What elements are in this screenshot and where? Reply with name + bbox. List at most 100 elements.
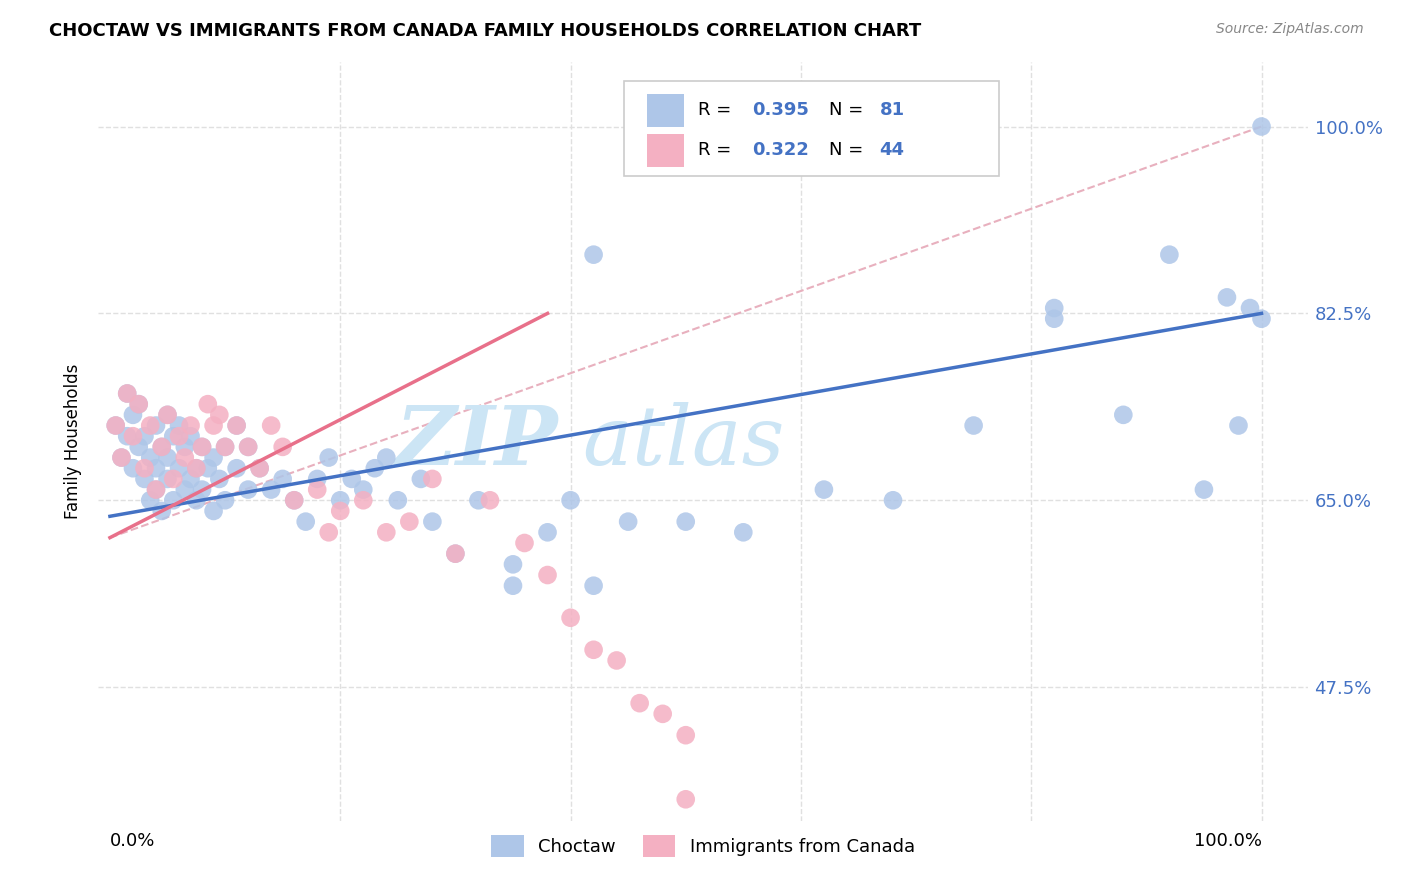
- Point: [236, 483, 259, 497]
- Point: [122, 408, 145, 422]
- Text: 81: 81: [880, 102, 904, 120]
- Point: [191, 483, 214, 497]
- Point: [283, 493, 305, 508]
- Point: [145, 461, 167, 475]
- Point: [191, 440, 214, 454]
- Point: [128, 440, 150, 454]
- Point: [387, 493, 409, 508]
- Point: [214, 440, 236, 454]
- Point: [104, 418, 127, 433]
- Point: [536, 525, 558, 540]
- Text: 100.0%: 100.0%: [1194, 831, 1261, 850]
- Point: [249, 461, 271, 475]
- Point: [733, 525, 755, 540]
- Point: [364, 461, 387, 475]
- Point: [582, 247, 605, 261]
- Point: [560, 493, 582, 508]
- Point: [236, 440, 259, 454]
- Point: [139, 450, 162, 465]
- Point: [606, 653, 628, 667]
- Point: [329, 493, 352, 508]
- Point: [225, 418, 247, 433]
- Legend: Choctaw, Immigrants from Canada: Choctaw, Immigrants from Canada: [484, 828, 922, 864]
- Point: [1159, 247, 1181, 261]
- Text: R =: R =: [699, 142, 737, 160]
- Point: [173, 483, 195, 497]
- Point: [422, 472, 444, 486]
- Point: [1043, 301, 1066, 315]
- Point: [139, 418, 162, 433]
- Point: [134, 461, 156, 475]
- Point: [307, 472, 329, 486]
- Point: [1227, 418, 1250, 433]
- Point: [197, 397, 219, 411]
- Text: R =: R =: [699, 102, 737, 120]
- Point: [186, 493, 208, 508]
- Point: [318, 525, 340, 540]
- Point: [502, 579, 524, 593]
- Point: [156, 472, 179, 486]
- Point: [104, 418, 127, 433]
- Point: [225, 418, 247, 433]
- Point: [115, 386, 138, 401]
- Point: [502, 558, 524, 572]
- FancyBboxPatch shape: [624, 81, 1000, 177]
- Point: [167, 461, 190, 475]
- Point: [1239, 301, 1261, 315]
- Point: [628, 696, 651, 710]
- Point: [156, 450, 179, 465]
- Point: [202, 450, 225, 465]
- Bar: [647, 134, 683, 167]
- Text: CHOCTAW VS IMMIGRANTS FROM CANADA FAMILY HOUSEHOLDS CORRELATION CHART: CHOCTAW VS IMMIGRANTS FROM CANADA FAMILY…: [49, 22, 921, 40]
- Point: [186, 461, 208, 475]
- Point: [162, 429, 184, 443]
- Text: N =: N =: [828, 102, 869, 120]
- Point: [110, 450, 132, 465]
- Point: [202, 418, 225, 433]
- Point: [128, 397, 150, 411]
- Point: [128, 397, 150, 411]
- Point: [249, 461, 271, 475]
- Point: [318, 450, 340, 465]
- Text: Source: ZipAtlas.com: Source: ZipAtlas.com: [1216, 22, 1364, 37]
- Point: [1043, 311, 1066, 326]
- Point: [444, 547, 467, 561]
- Point: [197, 461, 219, 475]
- Y-axis label: Family Households: Family Households: [65, 364, 83, 519]
- Point: [271, 472, 294, 486]
- Point: [1192, 483, 1215, 497]
- Point: [422, 515, 444, 529]
- Point: [582, 642, 605, 657]
- Text: 0.322: 0.322: [752, 142, 810, 160]
- Text: N =: N =: [828, 142, 869, 160]
- Point: [329, 504, 352, 518]
- Point: [882, 493, 904, 508]
- Point: [813, 483, 835, 497]
- Point: [122, 429, 145, 443]
- Point: [156, 408, 179, 422]
- Point: [191, 440, 214, 454]
- Point: [352, 493, 374, 508]
- Point: [398, 515, 420, 529]
- Point: [675, 792, 697, 806]
- Point: [214, 440, 236, 454]
- Point: [214, 493, 236, 508]
- Point: [162, 472, 184, 486]
- Point: [260, 418, 283, 433]
- Point: [340, 472, 363, 486]
- Point: [180, 418, 202, 433]
- Text: 0.395: 0.395: [752, 102, 810, 120]
- Point: [560, 611, 582, 625]
- Point: [139, 493, 162, 508]
- Point: [173, 440, 195, 454]
- Point: [180, 472, 202, 486]
- Point: [145, 483, 167, 497]
- Point: [202, 504, 225, 518]
- Point: [115, 386, 138, 401]
- Point: [582, 579, 605, 593]
- Point: [352, 483, 374, 497]
- Point: [444, 547, 467, 561]
- Text: ZIP: ZIP: [395, 401, 558, 482]
- Point: [156, 408, 179, 422]
- Point: [1216, 290, 1239, 304]
